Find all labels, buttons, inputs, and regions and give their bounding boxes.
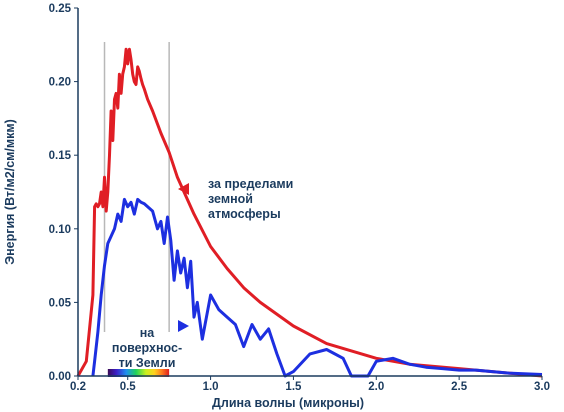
x-tick-label: 3.0 <box>534 381 550 393</box>
annotation-text-surface: ти Земли <box>119 356 176 370</box>
y-tick-label: 0.20 <box>49 77 71 89</box>
y-tick-label: 0.10 <box>49 224 71 236</box>
annotation-text-outside: земной <box>208 192 253 206</box>
annotation-arrow-surface <box>178 320 189 332</box>
y-tick-label: 0.25 <box>49 3 72 15</box>
x-tick-label: 2.5 <box>451 381 468 393</box>
x-tick-label: 0.2 <box>70 381 86 393</box>
annotation-arrow-outside <box>178 183 189 195</box>
y-axis-label: Энергия (Вт/м2/см/мкм) <box>3 119 17 265</box>
annotation-text-surface: поверхнос- <box>112 341 182 355</box>
x-tick-label: 2.0 <box>368 381 384 393</box>
x-tick-label: 1.5 <box>285 381 302 393</box>
annotation-text-outside: за пределами <box>208 177 293 191</box>
y-tick-label: 0.05 <box>49 297 72 309</box>
x-tick-label: 1.0 <box>203 381 219 393</box>
annotation-text-surface: на <box>140 326 156 340</box>
series-line-outside <box>76 47 543 378</box>
y-tick-label: 0.15 <box>49 150 72 162</box>
x-tick-label: 0.5 <box>120 381 137 393</box>
series-line-surface <box>91 197 543 378</box>
visible-spectrum-bar <box>107 369 170 377</box>
y-tick-label: 0.00 <box>49 371 71 383</box>
annotation-text-outside: атмосферы <box>208 207 281 221</box>
x-axis-label: Длина волны (микроны) <box>212 396 364 410</box>
